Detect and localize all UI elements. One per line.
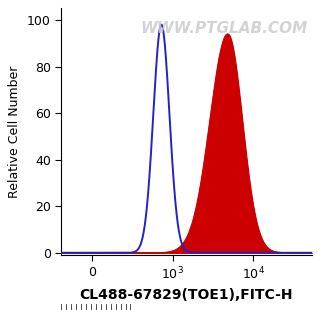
Text: WWW.PTGLAB.COM: WWW.PTGLAB.COM — [140, 21, 308, 36]
Y-axis label: Relative Cell Number: Relative Cell Number — [8, 65, 21, 198]
X-axis label: CL488-67829(TOE1),FITC-H: CL488-67829(TOE1),FITC-H — [80, 288, 293, 302]
